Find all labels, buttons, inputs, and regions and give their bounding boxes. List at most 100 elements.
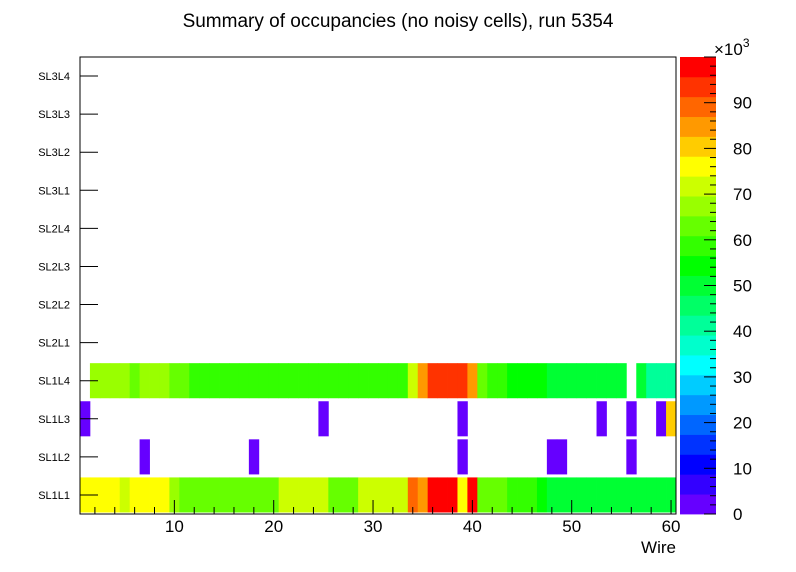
heatmap-cell [238, 477, 250, 513]
heatmap-cell [268, 477, 280, 513]
heatmap-cell [368, 363, 379, 399]
heatmap-cell [318, 477, 329, 513]
color-scale-segment [680, 315, 716, 336]
heatmap-cell [119, 363, 131, 399]
x-tick-label: 40 [463, 517, 482, 536]
color-scale-segment [680, 176, 716, 197]
heatmap-cell [159, 363, 170, 399]
heatmap-cell [507, 363, 518, 399]
heatmap-cell [397, 477, 409, 513]
heatmap-cell [219, 477, 230, 513]
heatmap-cell [427, 477, 438, 513]
color-scale-segment [680, 235, 716, 257]
heatmap-cell [507, 477, 518, 513]
color-scale-segment [680, 454, 716, 475]
heatmap-cell [566, 363, 578, 399]
heatmap-cell [636, 477, 647, 513]
heatmap-cell [517, 363, 528, 399]
heatmap-cell [546, 477, 558, 513]
heatmap-cell [328, 363, 339, 399]
heatmap-cell [328, 477, 339, 513]
heatmap-cell [656, 401, 667, 437]
heatmap-cell [199, 477, 210, 513]
heatmap-cell [646, 363, 657, 399]
heatmap-cell [536, 363, 548, 399]
heatmap-cell [338, 477, 349, 513]
heatmap-cell [358, 363, 369, 399]
y-tick-label: SL3L1 [38, 185, 70, 197]
heatmap-cell [616, 363, 627, 399]
chart-title: Summary of occupancies (no noisy cells),… [183, 11, 614, 32]
z-tick-label: 70 [733, 185, 752, 204]
heatmap-cell [527, 477, 538, 513]
heatmap-cell [487, 477, 498, 513]
heatmap-cell [626, 401, 637, 437]
heatmap-cell [139, 439, 150, 475]
x-tick-label: 20 [264, 517, 283, 536]
heatmap-cell [318, 401, 329, 437]
heatmap-cell [626, 439, 637, 475]
heatmap-cells [80, 363, 677, 513]
heatmap-cell [258, 363, 270, 399]
heatmap-cell [129, 363, 140, 399]
heatmap-cell [407, 363, 419, 399]
z-tick-label: 40 [733, 322, 752, 341]
color-scale-segment [680, 295, 716, 316]
heatmap-cell [457, 477, 468, 513]
heatmap-cell [109, 477, 121, 513]
heatmap-cell [99, 477, 111, 513]
heatmap-cell [457, 401, 468, 437]
heatmap-cell [149, 477, 160, 513]
heatmap-cell [179, 363, 190, 399]
y-tick-label: SL3L2 [38, 147, 70, 159]
heatmap-cell [626, 477, 637, 513]
color-scale-multiplier: ×103 [714, 36, 750, 59]
heatmap-cell [397, 363, 409, 399]
heatmap-cell [387, 477, 399, 513]
heatmap-cell [179, 477, 190, 513]
heatmap-cell [447, 363, 458, 399]
z-tick-label: 30 [733, 368, 752, 387]
heatmap-cell [556, 363, 568, 399]
y-tick-label: SL1L2 [38, 452, 70, 464]
x-tick-label: 50 [562, 517, 581, 536]
color-scale-segment [680, 474, 716, 495]
x-tick-label: 60 [662, 517, 681, 536]
color-scale-segment [680, 76, 716, 98]
heatmap-cell [556, 439, 568, 475]
heatmap-cell [536, 477, 548, 513]
heatmap-cell [666, 363, 677, 399]
heatmap-cell [378, 363, 389, 399]
color-scale-segment [680, 136, 716, 157]
z-tick-label: 20 [733, 414, 752, 433]
heatmap-cell [129, 477, 140, 513]
heatmap-cell [666, 401, 677, 437]
color-scale-segment [680, 57, 716, 78]
color-scale-segment [680, 394, 716, 416]
heatmap-cell [517, 477, 528, 513]
z-tick-label: 50 [733, 277, 752, 296]
heatmap-cell [556, 477, 568, 513]
heatmap-cell [497, 363, 508, 399]
color-scale-segment [680, 275, 716, 296]
heatmap-cell [189, 477, 200, 513]
heatmap-cell [606, 363, 617, 399]
z-tick-label: 80 [733, 139, 752, 158]
y-tick-label: SL3L3 [38, 109, 70, 121]
x-axis: 10 20 30 40 50 60 [94, 500, 681, 536]
heatmap-cell [318, 363, 329, 399]
heatmap-cell [477, 477, 488, 513]
heatmap-cell [169, 363, 180, 399]
heatmap-cell [576, 477, 587, 513]
heatmap-cell [457, 439, 468, 475]
heatmap-cell [159, 477, 170, 513]
heatmap-cell [209, 477, 220, 513]
color-scale-segment [680, 196, 716, 217]
heatmap-cell [656, 477, 667, 513]
heatmap-cell [278, 363, 289, 399]
heatmap-cell [576, 363, 587, 399]
multiplier-base: ×10 [714, 40, 743, 59]
heatmap-cell [139, 363, 150, 399]
